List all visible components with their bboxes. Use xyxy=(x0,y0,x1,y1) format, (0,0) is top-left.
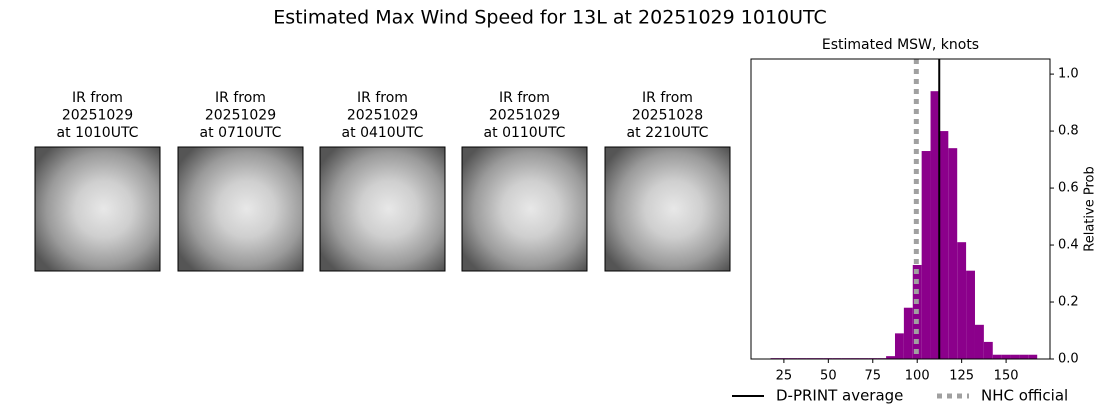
image-caption: 20251029 xyxy=(347,108,418,124)
bar xyxy=(930,91,940,360)
y-tick-label: 0.4 xyxy=(1058,238,1079,253)
figure-title: Estimated Max Wind Speed for 13L at 2025… xyxy=(273,7,827,29)
bar xyxy=(983,341,993,359)
image-caption: at 0110UTC xyxy=(484,125,566,141)
legend-label: NHC official xyxy=(981,387,1068,405)
ir-image xyxy=(177,146,304,272)
bar xyxy=(1028,354,1038,359)
image-caption: at 1010UTC xyxy=(57,125,139,141)
x-tick-label: 100 xyxy=(905,369,930,384)
x-tick-label: 150 xyxy=(994,369,1019,384)
image-caption: IR from xyxy=(499,90,550,106)
x-tick-label: 25 xyxy=(776,369,793,384)
bar xyxy=(894,333,904,359)
bar xyxy=(1010,354,1020,359)
bar xyxy=(886,356,895,359)
image-caption: IR from xyxy=(357,90,408,106)
y-tick-label: 0.0 xyxy=(1058,352,1079,367)
bar xyxy=(921,151,931,359)
image-caption: 20251029 xyxy=(205,108,276,124)
ir-image xyxy=(319,146,446,272)
bar xyxy=(903,307,913,359)
bar xyxy=(974,324,984,359)
image-caption: 20251029 xyxy=(489,108,560,124)
bar xyxy=(939,131,949,359)
y-tick-label: 0.2 xyxy=(1058,295,1079,310)
image-caption: at 2210UTC xyxy=(627,125,709,141)
image-caption: IR from xyxy=(72,90,123,106)
bar xyxy=(948,148,958,359)
x-tick-label: 75 xyxy=(864,369,881,384)
image-caption: 20251029 xyxy=(62,108,133,124)
x-tick-label: 125 xyxy=(949,369,974,384)
ir-image xyxy=(604,146,731,272)
image-caption: IR from xyxy=(215,90,266,106)
legend-label: D-PRINT average xyxy=(776,387,903,405)
bar xyxy=(1019,354,1029,359)
y-axis-label: Relative Prob xyxy=(1083,166,1098,251)
y-tick-label: 1.0 xyxy=(1058,67,1079,82)
ir-image xyxy=(461,146,588,272)
y-tick-label: 0.8 xyxy=(1058,124,1079,139)
bar xyxy=(1001,354,1011,359)
bar xyxy=(966,270,975,359)
bar xyxy=(957,242,967,359)
chart-title: Estimated MSW, knots xyxy=(822,37,979,53)
image-caption: at 0410UTC xyxy=(342,125,424,141)
plot-frame xyxy=(750,58,1051,360)
x-tick-label: 50 xyxy=(820,369,837,384)
image-caption: at 0710UTC xyxy=(200,125,282,141)
image-caption: IR from xyxy=(642,90,693,106)
ir-image xyxy=(34,146,161,272)
bar xyxy=(992,354,1002,359)
image-caption: 20251028 xyxy=(632,108,703,124)
y-tick-label: 0.6 xyxy=(1058,181,1079,196)
